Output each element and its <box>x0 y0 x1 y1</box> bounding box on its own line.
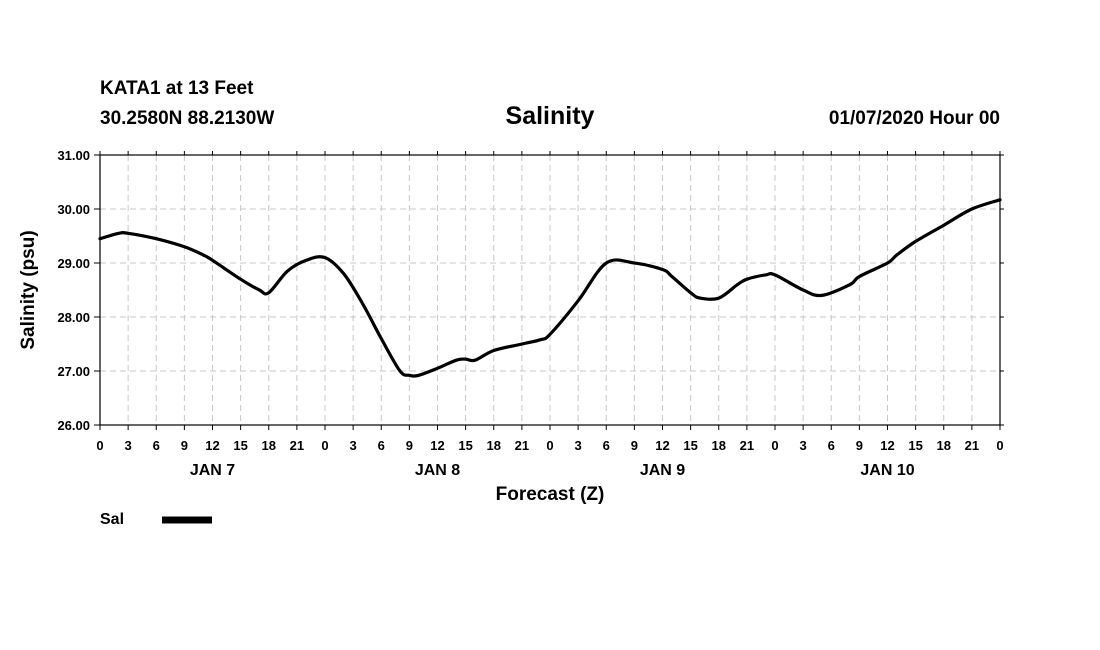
x-tick-label: 12 <box>880 438 894 453</box>
y-axis-title: Salinity (psu) <box>18 230 39 349</box>
x-tick-label: 0 <box>96 438 103 453</box>
x-tick-label: 6 <box>603 438 610 453</box>
y-tick-label: 27.00 <box>57 364 90 379</box>
x-tick-label: 3 <box>350 438 357 453</box>
y-tick-labels: 26.00 27.00 28.00 29.00 30.00 31.00 <box>57 148 90 433</box>
x-axis-title: Forecast (Z) <box>496 484 605 505</box>
x-tick-label: 18 <box>262 438 276 453</box>
day-labels: JAN 7 JAN 8 JAN 9 JAN 10 <box>190 462 915 479</box>
y-tick-label: 29.00 <box>57 256 90 271</box>
x-tick-labels: 0 3 6 9 12 15 18 21 0 3 6 9 12 15 18 21 0 3 6 9 12 15 18 21 0 3 6 9… <box>96 438 1003 453</box>
x-tick-label: 6 <box>828 438 835 453</box>
y-tick-label: 26.00 <box>57 418 90 433</box>
x-tick-label: 18 <box>487 438 501 453</box>
x-tick-label: 6 <box>378 438 385 453</box>
day-label: JAN 7 <box>190 462 235 479</box>
axis-ticks <box>94 151 1004 430</box>
legend-label: Sal <box>100 511 124 528</box>
grid-lines <box>100 155 1000 425</box>
x-tick-label: 3 <box>125 438 132 453</box>
x-tick-label: 21 <box>740 438 754 453</box>
x-tick-label: 3 <box>575 438 582 453</box>
x-tick-label: 21 <box>515 438 529 453</box>
x-tick-label: 15 <box>233 438 247 453</box>
x-tick-label: 12 <box>205 438 219 453</box>
x-tick-label: 12 <box>430 438 444 453</box>
day-label: JAN 9 <box>640 462 685 479</box>
x-tick-label: 15 <box>458 438 472 453</box>
x-tick-label: 9 <box>856 438 863 453</box>
x-tick-label: 12 <box>655 438 669 453</box>
x-tick-label: 15 <box>908 438 922 453</box>
x-tick-label: 0 <box>771 438 778 453</box>
run-time-label: 01/07/2020 Hour 00 <box>829 108 1000 129</box>
station-label: KATA1 at 13 Feet <box>100 78 254 99</box>
x-tick-label: 21 <box>290 438 304 453</box>
y-tick-label: 30.00 <box>57 202 90 217</box>
y-tick-label: 28.00 <box>57 310 90 325</box>
x-tick-label: 18 <box>712 438 726 453</box>
x-tick-label: 3 <box>800 438 807 453</box>
x-tick-label: 0 <box>321 438 328 453</box>
x-tick-label: 6 <box>153 438 160 453</box>
coordinates-label: 30.2580N 88.2130W <box>100 108 274 129</box>
x-tick-label: 15 <box>683 438 697 453</box>
x-tick-label: 9 <box>406 438 413 453</box>
x-tick-label: 18 <box>937 438 951 453</box>
x-tick-label: 9 <box>181 438 188 453</box>
day-label: JAN 8 <box>415 462 460 479</box>
x-tick-label: 0 <box>996 438 1003 453</box>
x-tick-label: 0 <box>546 438 553 453</box>
y-tick-label: 31.00 <box>57 148 90 163</box>
x-tick-label: 21 <box>965 438 979 453</box>
salinity-series-line <box>98 198 1002 378</box>
chart-title: Salinity <box>506 102 595 130</box>
day-label: JAN 10 <box>860 462 914 479</box>
x-tick-label: 9 <box>631 438 638 453</box>
